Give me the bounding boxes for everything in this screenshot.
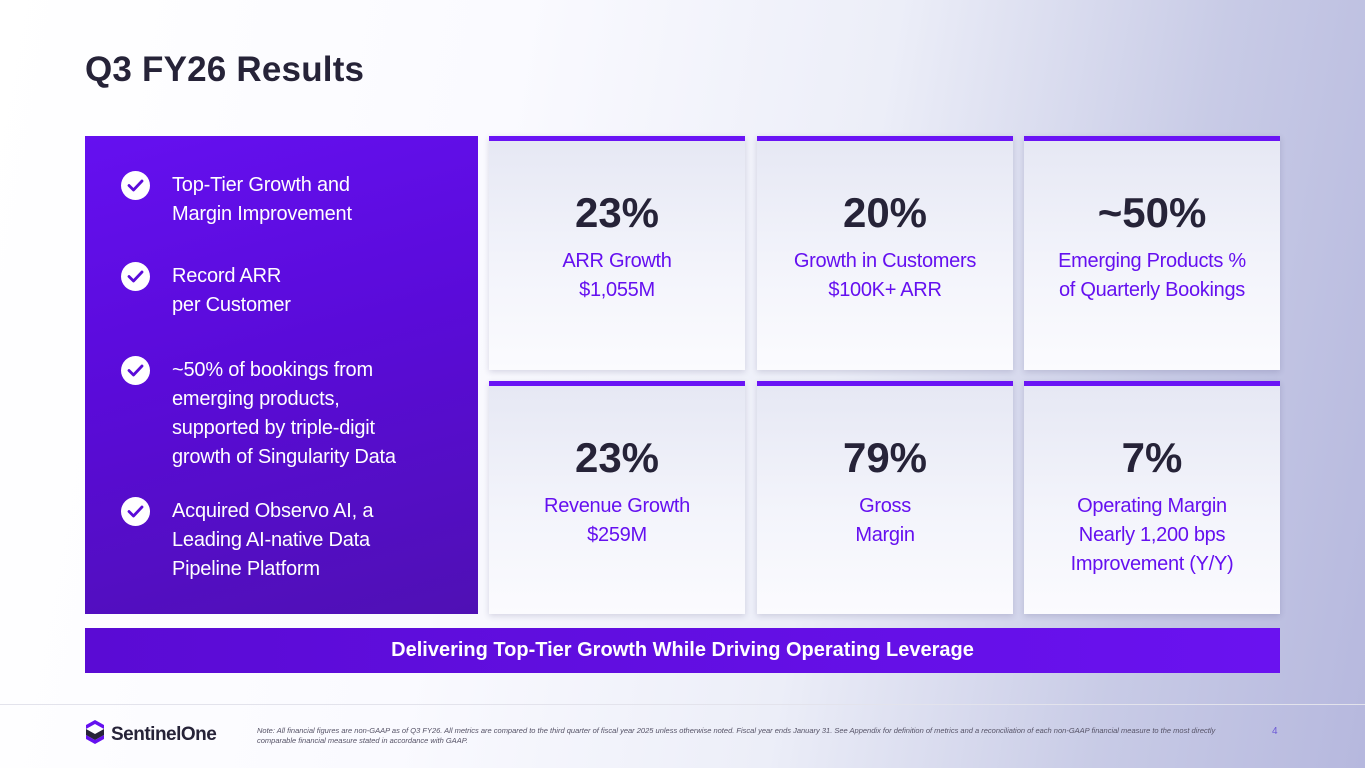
highlight-text: ~50% of bookings from emerging products,… bbox=[172, 359, 396, 468]
metric-value: 20% bbox=[842, 189, 928, 236]
metric-value: 7% bbox=[1121, 434, 1183, 481]
checkmark-icon bbox=[121, 171, 150, 200]
footer-divider bbox=[0, 704, 1365, 705]
metric-value: 23% bbox=[574, 189, 660, 236]
highlight-text: Acquired Observo AI, a Leading AI-native… bbox=[172, 500, 374, 580]
metric-caption: Emerging Products % of Quarterly Booking… bbox=[1058, 250, 1246, 301]
logo-wordmark: SentinelOne bbox=[111, 723, 217, 745]
checkmark-icon bbox=[121, 497, 150, 526]
highlight-item: ~50% of bookings from emerging products,… bbox=[121, 356, 458, 472]
checkmark-icon bbox=[121, 262, 150, 291]
highlight-item: Top-Tier Growth and Margin Improvement bbox=[121, 171, 458, 229]
metric-caption: Revenue Growth $259M bbox=[544, 495, 690, 546]
metric-caption: Growth in Customers $100K+ ARR bbox=[793, 250, 977, 301]
highlight-item: Record ARR per Customer bbox=[121, 262, 458, 320]
metric-caption: ARR Growth $1,055M bbox=[562, 250, 672, 301]
checkmark-icon bbox=[121, 356, 150, 385]
sentinelone-logo-icon bbox=[85, 719, 105, 750]
metric-card-revenue-growth: 23% Revenue Growth $259M bbox=[489, 381, 745, 614]
metric-card-operating-margin: 7% Operating Margin Nearly 1,200 bps Imp… bbox=[1024, 381, 1280, 614]
footnote: Note: All financial figures are non-GAAP… bbox=[257, 726, 1216, 745]
highlight-item: Acquired Observo AI, a Leading AI-native… bbox=[121, 497, 458, 584]
highlights-panel: Top-Tier Growth and Margin Improvement R… bbox=[85, 136, 478, 614]
sentinelone-logo: SentinelOne bbox=[85, 719, 217, 750]
highlight-text: Top-Tier Growth and Margin Improvement bbox=[172, 174, 352, 225]
metric-card-emerging-products: ~50% Emerging Products % of Quarterly Bo… bbox=[1024, 136, 1280, 370]
metric-value: 23% bbox=[574, 434, 660, 481]
metric-caption: Operating Margin Nearly 1,200 bps Improv… bbox=[1070, 495, 1234, 575]
metric-value: 79% bbox=[842, 434, 928, 481]
metric-card-gross-margin: 79% Gross Margin bbox=[757, 381, 1013, 614]
slide-title: Q3 FY26 Results bbox=[85, 50, 365, 89]
highlight-text: Record ARR per Customer bbox=[172, 265, 291, 316]
summary-banner: Delivering Top-Tier Growth While Driving… bbox=[85, 628, 1280, 673]
page-number: 4 bbox=[1272, 726, 1278, 737]
metric-card-arr-growth: 23% ARR Growth $1,055M bbox=[489, 136, 745, 370]
metric-caption: Gross Margin bbox=[855, 495, 915, 546]
metric-value: ~50% bbox=[1097, 189, 1207, 236]
metric-card-customer-growth: 20% Growth in Customers $100K+ ARR bbox=[757, 136, 1013, 370]
